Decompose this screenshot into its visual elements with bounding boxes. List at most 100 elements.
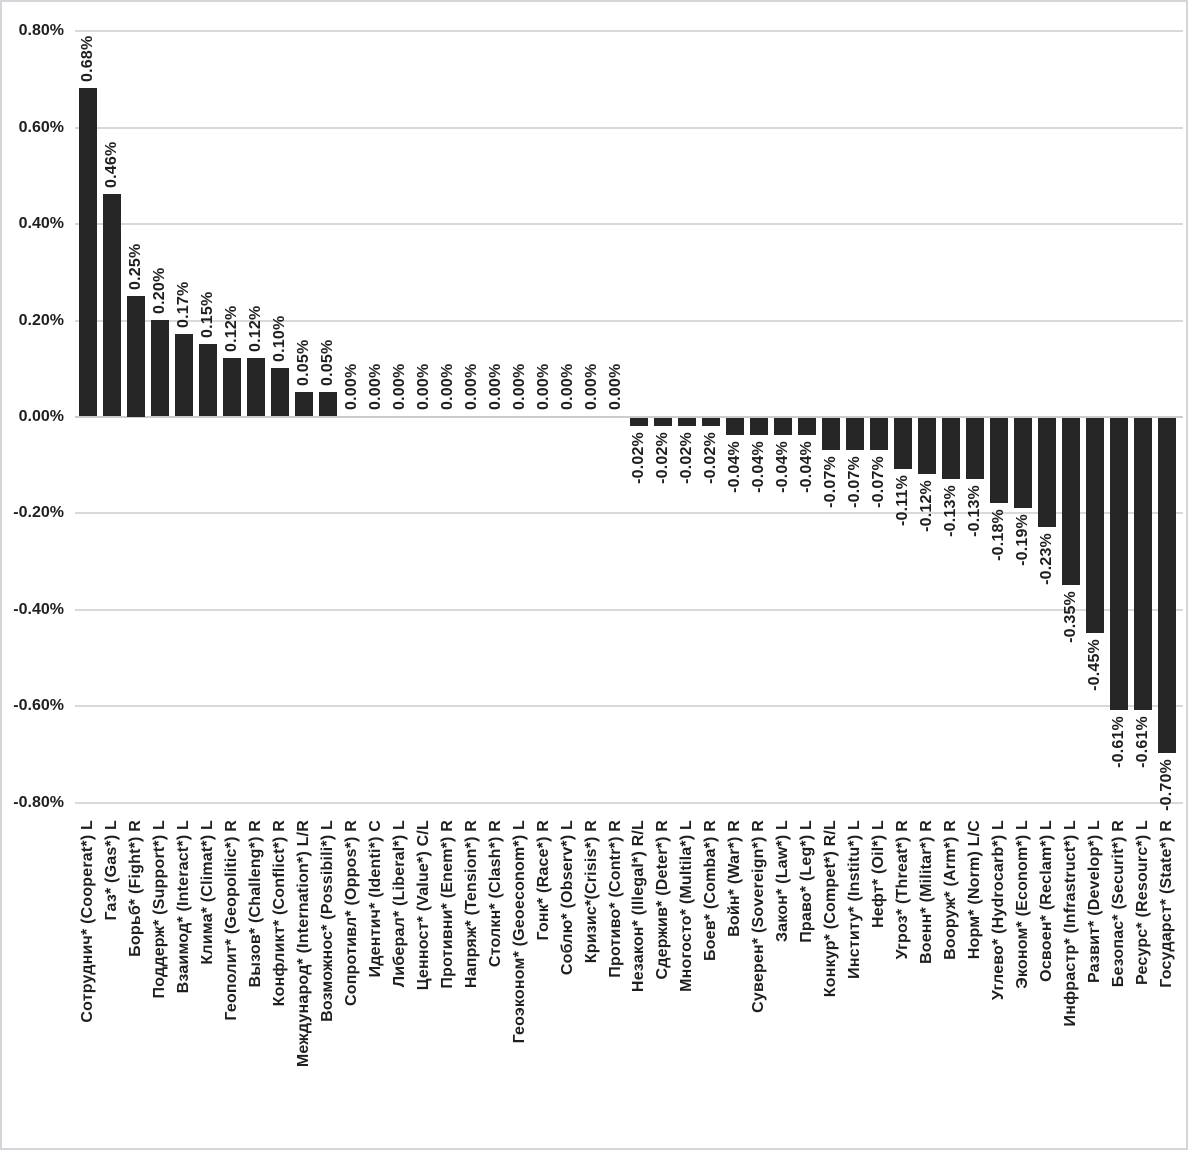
category-label: Сотруднич* (Cooperat*) L (79, 820, 96, 1023)
gridline (75, 223, 1183, 225)
category-label: Инфрастр* (Infrastruct*) L (1062, 820, 1079, 1027)
bar-value-label: 0.00% (487, 363, 504, 410)
category-label: Эконом* (Econom*) L (1014, 820, 1031, 989)
category-label: Кризис*(Crisis*) R (583, 820, 600, 964)
bar (127, 296, 145, 417)
bar (199, 344, 217, 416)
category-label: Развит* (Develop*) L (1086, 820, 1103, 984)
category-label: Сопротивл* (Oppos*) R (343, 820, 360, 1007)
bar (750, 418, 768, 435)
bar-value-label: 0.68% (79, 35, 96, 82)
bar (942, 418, 960, 479)
bar-value-label: -0.61% (1110, 716, 1127, 768)
category-label: Военн* (Militar*) R (918, 820, 935, 965)
bar (271, 368, 289, 416)
bar-value-label: -0.04% (726, 441, 743, 493)
category-label: Многосто* (Multila*) L (678, 820, 695, 992)
bar-value-label: -0.07% (822, 456, 839, 508)
bar-value-label: -0.70% (1158, 759, 1175, 811)
category-label: Возможнос* (Possibili*) L (319, 820, 336, 1022)
category-label: Клима* (Climat*) L (199, 820, 216, 965)
bar (726, 418, 744, 435)
category-label: Углево* (Hydrocarb*) L (990, 820, 1007, 1001)
bar-value-label: -0.02% (654, 432, 671, 484)
bar-value-label: 0.00% (463, 363, 480, 410)
category-label: Безопас* (Securit*) R (1110, 820, 1127, 988)
bar-value-label: -0.02% (702, 432, 719, 484)
category-label: Конфликт* (Conflict*) R (271, 820, 288, 1007)
bar-value-label: -0.07% (870, 456, 887, 508)
y-axis-tick-label: -0.60% (13, 697, 64, 714)
category-label: Идентич* (Identi*) C (367, 820, 384, 978)
bar (1158, 418, 1176, 753)
gridline (75, 802, 1183, 804)
category-label: Напряж* (Tension*) R (463, 820, 480, 989)
category-label: Газ* (Gas*) L (103, 820, 120, 921)
bar-value-label: 0.00% (343, 363, 360, 410)
category-label: Нефт* (Oil*) L (870, 820, 887, 928)
bar (1110, 418, 1128, 710)
bar (870, 418, 888, 450)
category-label: Войн* (War*) R (726, 820, 743, 937)
bar-value-label: -0.13% (942, 485, 959, 537)
bar (798, 418, 816, 435)
bar-value-label: -0.04% (750, 441, 767, 493)
category-label: Освоен* (Reclam*) L (1038, 820, 1055, 982)
bar (654, 418, 672, 426)
category-label: Вызов* (Challeng*) R (247, 820, 264, 988)
y-axis-tick-label: 0.60% (18, 119, 64, 136)
category-label: Конкур* (Compet*) R/L (822, 820, 839, 998)
gridline (75, 705, 1183, 707)
gridline (75, 320, 1183, 322)
gridline (75, 30, 1183, 32)
bar-value-label: 0.10% (271, 315, 288, 362)
category-label: Право* (Leg*) L (798, 820, 815, 943)
category-label: Ресурс* (Resourc*) L (1134, 820, 1151, 986)
bar (247, 358, 265, 416)
category-label: Угроз* (Threat*) R (894, 820, 911, 960)
y-axis-tick-label: -0.80% (13, 794, 64, 811)
bar-value-label: 0.46% (103, 141, 120, 188)
category-label: Норм* (Norm) L/C (966, 820, 983, 960)
bar-value-label: -0.07% (846, 456, 863, 508)
bar (295, 392, 313, 416)
bar (678, 418, 696, 426)
bar-value-label: 0.17% (175, 281, 192, 328)
bar (319, 392, 337, 416)
category-label: Незакон* (Illegal*) R/L (630, 820, 647, 993)
bar-value-label: 0.05% (295, 339, 312, 386)
gridline (75, 609, 1183, 611)
gridline (75, 127, 1183, 129)
bar-value-label: -0.13% (966, 485, 983, 537)
category-label: Противни* (Enem*) R (439, 820, 456, 989)
bar-value-label: 0.12% (247, 305, 264, 352)
bar (1014, 418, 1032, 508)
y-axis-tick-label: -0.20% (13, 504, 64, 521)
bar-value-label: 0.05% (319, 339, 336, 386)
bar-value-label: 0.00% (607, 363, 624, 410)
zero-axis-line (75, 416, 1183, 418)
bar-value-label: -0.12% (918, 480, 935, 532)
category-label: Либерал* (Liberal*) L (391, 820, 408, 988)
bar (1062, 418, 1080, 585)
y-axis-tick-label: 0.40% (18, 215, 64, 232)
bar (822, 418, 840, 450)
bar-value-label: 0.00% (535, 363, 552, 410)
category-label: Борьб* (Fight*) R (127, 820, 144, 957)
category-label: Боев* (Comba*) R (702, 820, 719, 961)
bar-value-label: 0.00% (391, 363, 408, 410)
bar-value-label: 0.00% (415, 363, 432, 410)
bar-value-label: -0.02% (678, 432, 695, 484)
category-label: Суверен* (Sovereign*) R (750, 820, 767, 1013)
category-label: Ценност* (Value*) C/L (415, 820, 432, 991)
bar (151, 320, 169, 416)
bar-value-label: -0.23% (1038, 533, 1055, 585)
bar (702, 418, 720, 426)
category-label: Геополит* (Geopolitic*) R (223, 820, 240, 1021)
bar (223, 358, 241, 416)
bar-value-label: 0.00% (583, 363, 600, 410)
category-label: Сдержив* (Deter*) R (654, 820, 671, 980)
bar-value-label: 0.15% (199, 291, 216, 338)
bar-value-label: 0.25% (127, 243, 144, 290)
